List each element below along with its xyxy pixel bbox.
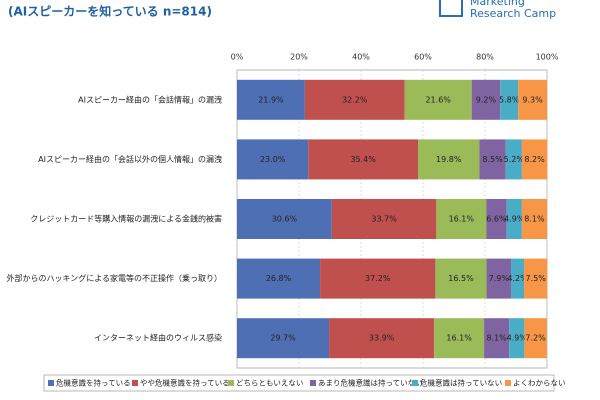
- value-label: 6.6%: [486, 215, 507, 224]
- value-label: 30.6%: [272, 215, 298, 224]
- bar-segment: [524, 258, 548, 299]
- bar-segment: [486, 258, 512, 299]
- value-label: 37.2%: [365, 274, 391, 283]
- x-tick-label: 40%: [352, 53, 370, 62]
- legend-swatch: [228, 380, 234, 386]
- value-label: 16.1%: [449, 215, 475, 224]
- x-tick-label: 80%: [476, 53, 494, 62]
- y-tick-label: AIスピーカー経由の「会話以外の個人情報」の漏洩: [38, 154, 222, 164]
- bar-segment: [505, 139, 522, 180]
- legend-label: よくわからない: [513, 379, 566, 388]
- bar-segment: [237, 139, 309, 180]
- value-label: 26.8%: [266, 274, 292, 283]
- value-label: 5.2%: [504, 155, 525, 164]
- bar-segment: [404, 79, 472, 120]
- bar-segment: [484, 318, 510, 359]
- value-label: 29.7%: [270, 334, 296, 343]
- value-label: 8.5%: [482, 155, 503, 164]
- logo-text: Research Camp: [470, 7, 556, 20]
- value-label: 5.8%: [499, 95, 520, 104]
- y-tick-label: クレジットカード等購入情報の漏洩による金銭的被害: [30, 214, 222, 224]
- legend-frame: [43, 374, 555, 392]
- bar-segment: [506, 199, 522, 239]
- value-label: 33.7%: [371, 215, 397, 224]
- value-label: 16.5%: [448, 274, 474, 283]
- value-label: 8.1%: [524, 215, 545, 224]
- bar-segment: [308, 139, 419, 180]
- legend-swatch: [412, 380, 418, 386]
- value-label: 9.3%: [522, 95, 543, 104]
- subtitle: (AIスピーカーを知っている n=814): [8, 4, 212, 19]
- value-label: 9.2%: [476, 95, 497, 104]
- value-label: 23.0%: [260, 155, 286, 164]
- bar-segment: [471, 79, 501, 120]
- value-label: 7.5%: [526, 274, 547, 283]
- value-label: 32.2%: [342, 95, 368, 104]
- bar-segment: [320, 258, 436, 299]
- bar-segment: [436, 199, 487, 239]
- x-tick-label: 20%: [290, 53, 308, 62]
- bar-segment: [521, 199, 547, 239]
- value-label: 21.9%: [258, 95, 284, 104]
- x-tick-label: 60%: [414, 53, 432, 62]
- value-label: 33.9%: [369, 334, 395, 343]
- x-tick-label: 0%: [231, 53, 244, 62]
- legend-label: どちらともいえない: [236, 379, 303, 388]
- bar-segment: [237, 199, 332, 239]
- y-tick-label: AIスピーカー経由の「会話情報」の漏洩: [78, 94, 222, 104]
- bar-segment: [237, 79, 305, 120]
- value-label: 7.2%: [525, 334, 546, 343]
- legend-label: やや危機意識を持っている: [140, 378, 230, 388]
- value-label: 4.9%: [504, 215, 525, 224]
- legend-swatch: [310, 380, 316, 386]
- bar-segment: [329, 318, 435, 359]
- y-tick-label: インターネット経由のウィルス感染: [94, 333, 222, 343]
- legend-swatch: [132, 380, 138, 386]
- bar-segment: [434, 318, 485, 359]
- bar-segment: [518, 79, 547, 120]
- legend-label: あまり危機意識は持っていない: [318, 378, 423, 388]
- value-label: 16.1%: [446, 334, 472, 343]
- value-label: 4.2%: [507, 274, 528, 283]
- bar-segment: [418, 139, 480, 180]
- bar-segment: [237, 318, 330, 359]
- value-label: 35.4%: [350, 155, 376, 164]
- y-tick-label: 外部からのハッキングによる家電等の不正操作（乗っ取り）: [6, 273, 222, 283]
- legend-label: 危機意識は持っていない: [420, 378, 502, 388]
- x-tick-label: 100%: [536, 53, 559, 62]
- bar-segment: [435, 258, 487, 299]
- bar-segment: [500, 79, 519, 120]
- legend-swatch: [48, 380, 54, 386]
- logo-text: Marketing: [470, 0, 525, 8]
- bar-segment: [331, 199, 437, 239]
- bar-segment: [524, 318, 547, 359]
- bar-segment: [509, 318, 525, 359]
- value-label: 21.6%: [425, 95, 451, 104]
- bar-segment: [486, 199, 507, 239]
- logo-icon: [439, 0, 463, 17]
- bar-segment: [521, 139, 548, 180]
- value-label: 7.9%: [489, 274, 510, 283]
- value-label: 19.8%: [436, 155, 462, 164]
- value-label: 8.1%: [486, 334, 507, 343]
- bar-segment: [511, 258, 525, 299]
- value-label: 8.2%: [524, 155, 545, 164]
- bar-segment: [237, 258, 321, 299]
- bar-segment: [479, 139, 506, 180]
- legend-swatch: [505, 380, 511, 386]
- value-label: 4.9%: [507, 334, 528, 343]
- bar-segment: [304, 79, 405, 120]
- legend-label: 危機意識を持っている: [56, 378, 131, 388]
